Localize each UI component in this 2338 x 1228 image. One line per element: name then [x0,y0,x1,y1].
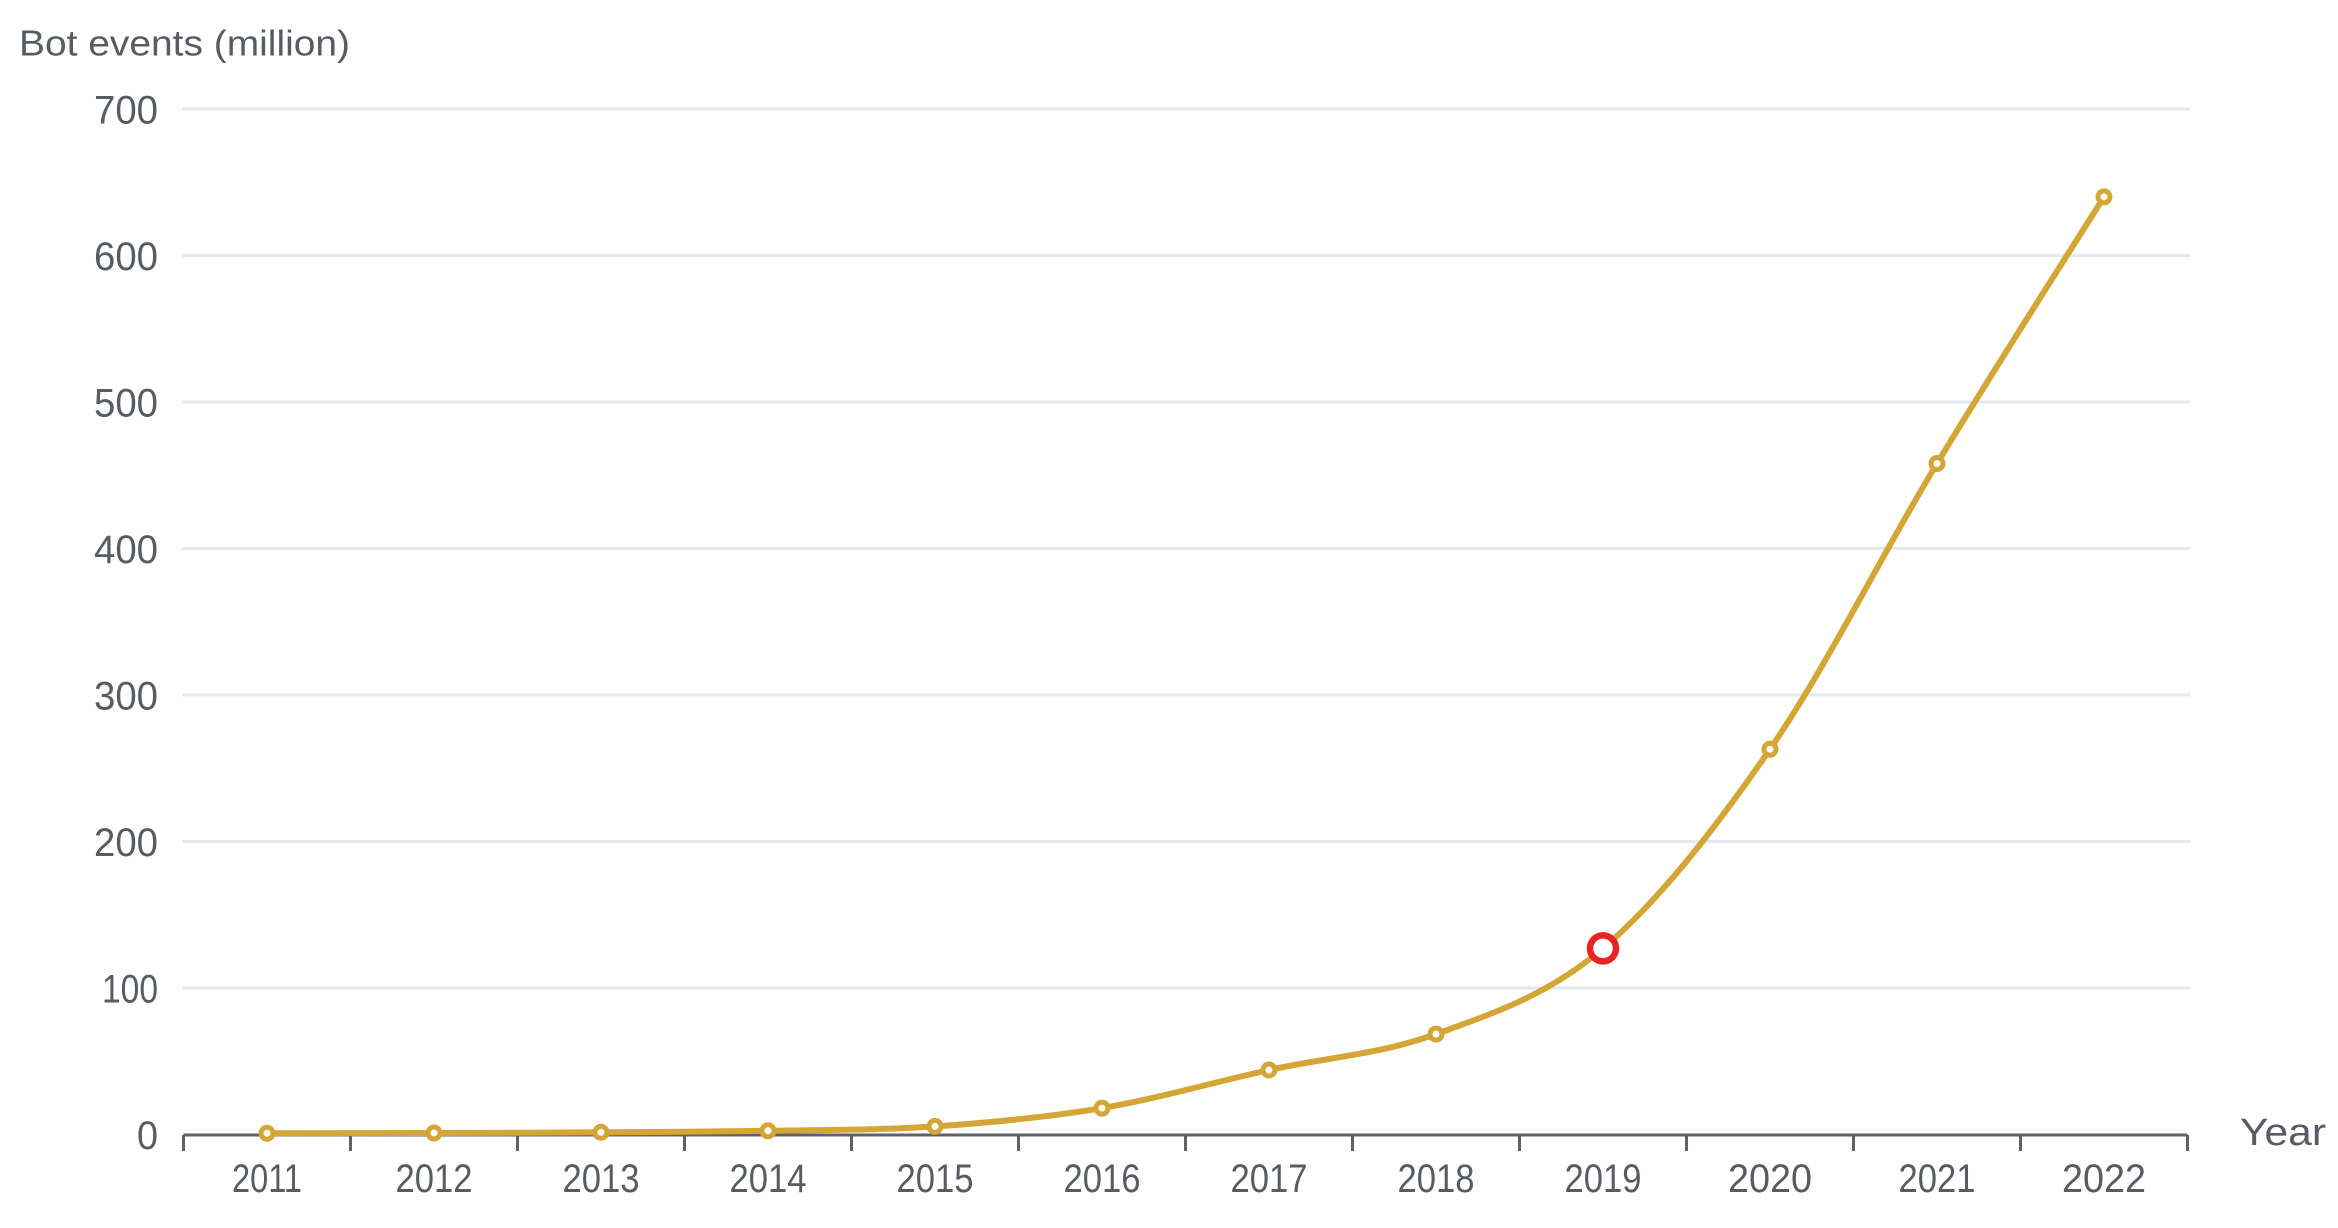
svg-text:2015: 2015 [897,1157,974,1201]
svg-text:2013: 2013 [563,1157,640,1201]
svg-text:300: 300 [94,674,158,718]
svg-text:700: 700 [94,88,158,132]
svg-text:200: 200 [94,821,158,865]
svg-text:2021: 2021 [1899,1157,1976,1201]
svg-text:500: 500 [94,381,158,425]
svg-text:2020: 2020 [1728,1157,1812,1201]
svg-text:2019: 2019 [1565,1157,1642,1201]
svg-text:2011: 2011 [232,1157,302,1201]
svg-text:2012: 2012 [396,1157,473,1201]
svg-text:400: 400 [94,528,158,572]
svg-text:100: 100 [102,967,158,1011]
svg-text:2014: 2014 [730,1157,807,1201]
svg-text:2017: 2017 [1231,1157,1308,1201]
svg-text:Bot events (million): Bot events (million) [19,23,350,64]
svg-text:600: 600 [94,235,158,279]
svg-text:2022: 2022 [2062,1157,2146,1201]
svg-text:2018: 2018 [1398,1157,1475,1201]
svg-text:2016: 2016 [1064,1157,1141,1201]
svg-text:Year: Year [2240,1112,2326,1154]
svg-text:0: 0 [137,1114,158,1158]
